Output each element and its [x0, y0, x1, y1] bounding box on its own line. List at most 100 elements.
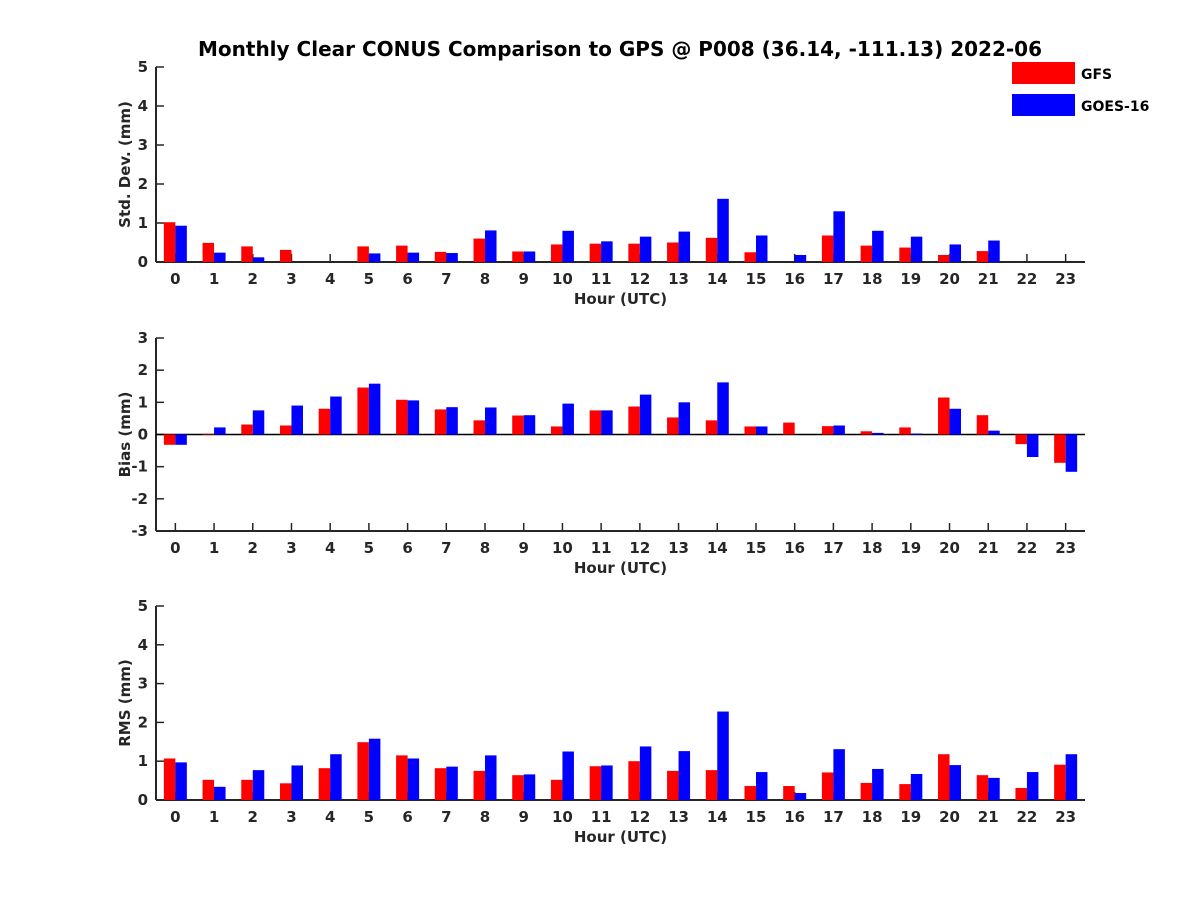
- bar-gfs-0: [163, 222, 176, 262]
- bar-gfs-10: [550, 426, 563, 435]
- x-tick-label: 19: [900, 270, 921, 288]
- bar-gfs-7: [434, 251, 447, 262]
- bar-goes16-22: [1026, 434, 1039, 458]
- x-axis-label: Hour (UTC): [574, 290, 667, 308]
- bar-gfs-16: [783, 786, 795, 800]
- x-tick-label: 1: [209, 270, 219, 288]
- x-tick-label: 10: [552, 808, 573, 826]
- bar-gfs-14: [705, 237, 718, 262]
- x-tick-label: 5: [364, 539, 374, 557]
- bar-gfs-21: [976, 415, 989, 435]
- bar-goes16-5: [368, 253, 381, 262]
- bar-gfs-11: [589, 766, 602, 800]
- bar-gfs-4: [318, 408, 331, 435]
- x-tick-label: 8: [480, 808, 490, 826]
- bar-gfs-15: [744, 252, 756, 262]
- x-tick-label: 21: [978, 539, 999, 557]
- bar-gfs-22: [1015, 434, 1027, 445]
- bar-goes16-21: [988, 240, 1000, 262]
- bar-gfs-12: [628, 761, 640, 800]
- bar-goes16-0: [175, 762, 187, 800]
- x-tick-label: 14: [707, 539, 728, 557]
- x-tick-label: 18: [862, 270, 883, 288]
- bar-gfs-20: [938, 254, 950, 262]
- bar-gfs-14: [705, 420, 718, 435]
- bar-goes16-7: [446, 766, 458, 800]
- x-tick-label: 7: [441, 808, 451, 826]
- bar-goes16-18: [872, 230, 884, 262]
- y-tick-label: 0: [138, 791, 148, 809]
- bar-goes16-20: [949, 408, 962, 435]
- bar-goes16-12: [639, 236, 652, 262]
- bar-gfs-5: [357, 246, 369, 262]
- x-tick-label: 12: [629, 808, 650, 826]
- x-tick-label: 13: [668, 808, 689, 826]
- bar-gfs-2: [241, 424, 253, 435]
- series-goes16: [175, 711, 1078, 800]
- y-tick-label: 1: [138, 752, 148, 770]
- x-tick-label: 2: [248, 808, 258, 826]
- bar-goes16-7: [446, 407, 458, 435]
- series-goes16: [175, 198, 1000, 262]
- bar-gfs-2: [241, 246, 253, 262]
- x-tick-label: 22: [1017, 270, 1038, 288]
- bar-gfs-15: [744, 786, 756, 800]
- bar-gfs-5: [357, 387, 369, 435]
- bar-goes16-14: [717, 711, 729, 800]
- x-tick-label: 11: [591, 539, 612, 557]
- legend-label-goes16: GOES-16: [1081, 99, 1149, 115]
- x-tick-label: 16: [784, 539, 805, 557]
- bar-gfs-23: [1054, 434, 1066, 463]
- bar-goes16-3: [291, 765, 303, 800]
- bar-gfs-1: [202, 242, 215, 262]
- bar-goes16-10: [562, 230, 574, 262]
- bar-gfs-11: [589, 410, 602, 435]
- x-tick-label: 4: [325, 539, 335, 557]
- bar-goes16-19: [910, 774, 923, 800]
- bar-goes16-1: [214, 786, 226, 800]
- bar-goes16-18: [872, 432, 884, 435]
- x-tick-label: 2: [248, 539, 258, 557]
- x-tick-label: 17: [823, 808, 844, 826]
- y-tick-label: 2: [138, 713, 148, 731]
- bar-gfs-18: [860, 782, 873, 800]
- x-tick-label: 22: [1017, 539, 1038, 557]
- bar-gfs-1: [202, 779, 215, 800]
- y-tick-label: 1: [138, 214, 148, 232]
- bar-goes16-0: [175, 434, 187, 445]
- bar-gfs-0: [163, 434, 176, 445]
- legend: GFS GOES-16: [1012, 62, 1149, 116]
- bar-gfs-16: [783, 422, 795, 435]
- bar-goes16-0: [175, 225, 187, 262]
- x-tick-label: 4: [325, 270, 335, 288]
- bar-goes16-5: [368, 738, 381, 800]
- bar-goes16-18: [872, 768, 884, 800]
- bar-goes16-2: [252, 410, 265, 435]
- y-tick-label: 0: [138, 253, 148, 271]
- bar-gfs-8: [473, 238, 486, 262]
- x-tick-label: 3: [286, 808, 296, 826]
- bar-goes16-17: [833, 425, 845, 435]
- bar-goes16-13: [678, 402, 691, 435]
- x-tick-label: 1: [209, 808, 219, 826]
- x-tick-label: 10: [552, 539, 573, 557]
- y-tick-label: 0: [138, 426, 148, 444]
- x-tick-label: 18: [862, 808, 883, 826]
- bar-goes16-10: [562, 403, 574, 435]
- bar-goes16-19: [910, 236, 923, 262]
- x-tick-label: 8: [480, 539, 490, 557]
- bar-gfs-20: [938, 397, 950, 435]
- x-tick-label: 22: [1017, 808, 1038, 826]
- bar-goes16-21: [988, 430, 1000, 435]
- series-gfs: [163, 742, 1066, 800]
- bar-gfs-7: [434, 409, 447, 435]
- x-tick-label: 9: [519, 808, 529, 826]
- x-tick-label: 15: [746, 270, 767, 288]
- bar-goes16-13: [678, 231, 691, 262]
- x-tick-label: 16: [784, 270, 805, 288]
- x-tick-label: 17: [823, 270, 844, 288]
- bar-gfs-6: [396, 755, 408, 800]
